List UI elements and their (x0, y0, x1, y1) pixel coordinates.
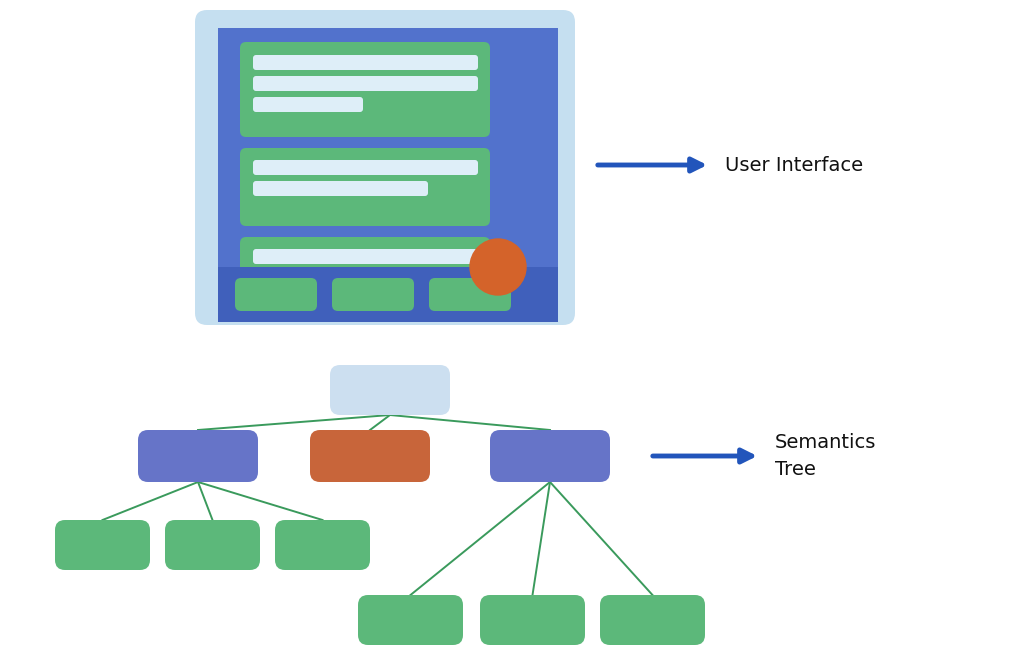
FancyBboxPatch shape (240, 237, 490, 315)
FancyBboxPatch shape (138, 430, 258, 482)
FancyBboxPatch shape (240, 148, 490, 226)
FancyBboxPatch shape (600, 595, 705, 645)
FancyBboxPatch shape (165, 520, 260, 570)
FancyBboxPatch shape (195, 10, 575, 325)
FancyBboxPatch shape (310, 430, 430, 482)
FancyBboxPatch shape (253, 97, 362, 112)
FancyBboxPatch shape (234, 278, 317, 311)
FancyBboxPatch shape (480, 595, 585, 645)
FancyBboxPatch shape (253, 160, 478, 175)
FancyBboxPatch shape (240, 42, 490, 137)
FancyBboxPatch shape (275, 520, 370, 570)
FancyBboxPatch shape (55, 520, 150, 570)
Text: User Interface: User Interface (725, 156, 863, 174)
Text: Semantics
Tree: Semantics Tree (775, 434, 877, 479)
FancyBboxPatch shape (358, 595, 463, 645)
FancyBboxPatch shape (253, 55, 478, 70)
FancyBboxPatch shape (490, 430, 610, 482)
FancyBboxPatch shape (253, 181, 428, 196)
Bar (218, 28, 558, 293)
FancyBboxPatch shape (330, 365, 450, 415)
Circle shape (470, 239, 526, 295)
Bar (218, 267, 558, 322)
FancyBboxPatch shape (429, 278, 511, 311)
FancyBboxPatch shape (253, 291, 478, 306)
FancyBboxPatch shape (253, 76, 478, 91)
FancyBboxPatch shape (253, 270, 478, 285)
FancyBboxPatch shape (332, 278, 414, 311)
FancyBboxPatch shape (253, 249, 478, 264)
